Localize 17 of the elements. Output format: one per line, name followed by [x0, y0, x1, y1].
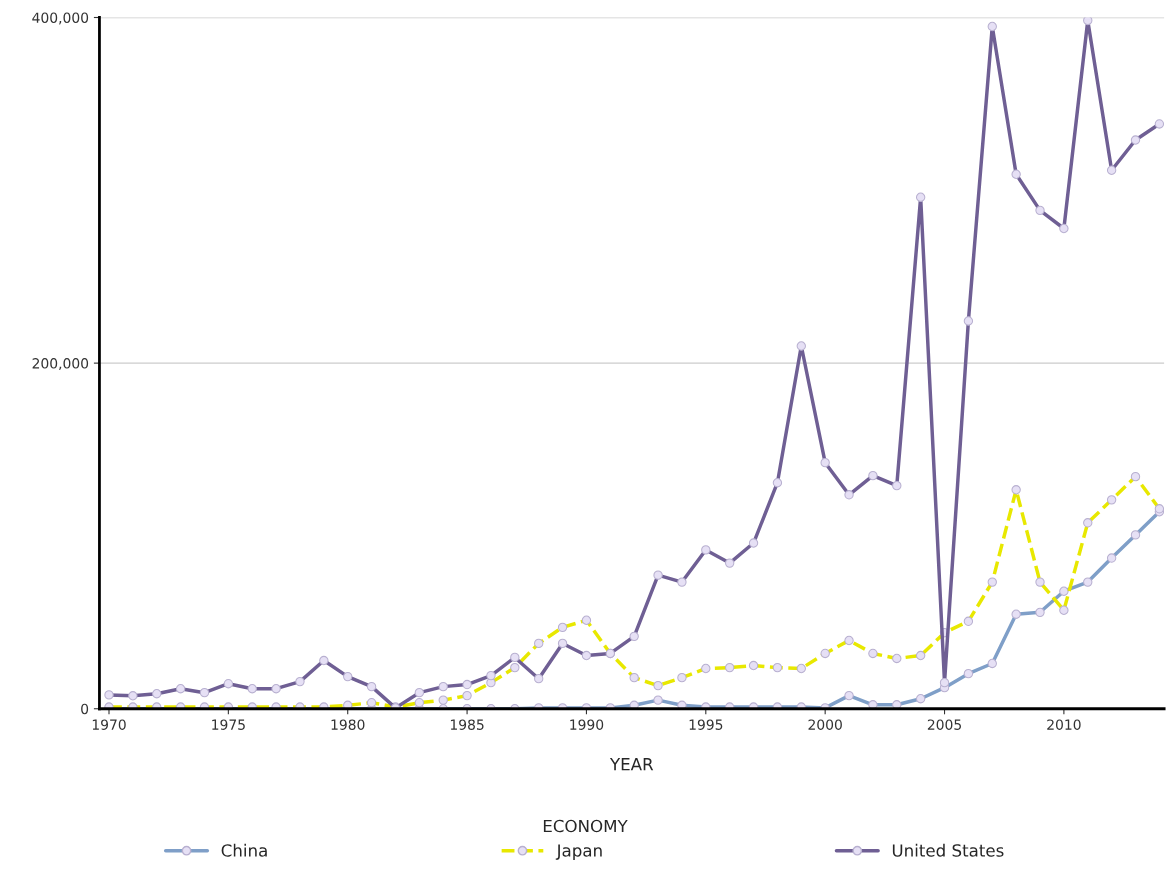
- x-tick-label: 1985: [450, 719, 484, 730]
- x-tick-label: 1995: [689, 719, 723, 730]
- legend-label: United States: [892, 843, 1004, 857]
- x-axis-title: YEAR: [609, 758, 654, 771]
- legend-title: ECONOMY: [543, 819, 628, 833]
- y-tick-label: 400,000: [32, 12, 89, 25]
- x-tick-label: 1970: [92, 719, 126, 730]
- legend-label: China: [221, 843, 267, 857]
- legend-label: Japan: [555, 844, 602, 860]
- y-tick-label: 200,000: [32, 358, 89, 371]
- x-tick-label: 1980: [331, 719, 365, 730]
- x-tick-label: 2005: [927, 719, 961, 730]
- y-tick-label: 0: [81, 703, 89, 715]
- x-tick-label: 2010: [1047, 719, 1081, 730]
- x-tick-label: 2000: [808, 719, 842, 730]
- x-tick-label: 1975: [212, 719, 245, 730]
- x-tick-label: 1990: [570, 719, 604, 730]
